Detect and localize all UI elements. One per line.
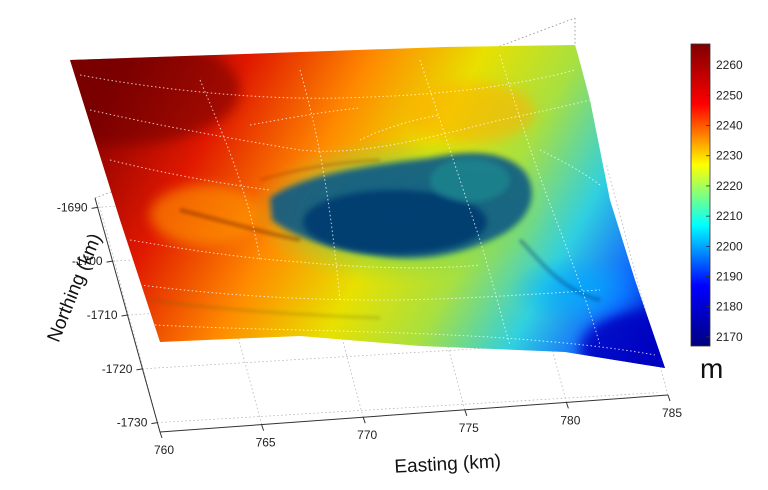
colorbar-tick-label: 2190 — [716, 270, 743, 284]
contour-line — [139, 284, 601, 301]
x-tick-mark — [565, 402, 569, 409]
x-tick-label: 770 — [357, 428, 377, 442]
colorbar-unit-label: m — [700, 353, 723, 384]
x-tick-label: 780 — [560, 413, 580, 427]
y-gridline — [157, 392, 658, 423]
axes: 760 765 770 775 780 785 -1690 -1700 -1710 -1720 -1… — [57, 197, 682, 457]
x-tick-label: 760 — [154, 443, 174, 457]
x-tick-mark — [362, 417, 366, 424]
colorbar-tick-label: 2240 — [716, 119, 743, 133]
contour-line — [109, 149, 601, 191]
x-tick-mark — [667, 394, 671, 402]
y-tick-mark — [106, 260, 113, 263]
y-tick-label: -1690 — [57, 200, 88, 214]
contour-line — [154, 324, 656, 356]
terrain-surface — [70, 45, 665, 368]
colorbar-tick-label: 2260 — [716, 58, 743, 72]
colorbar-tick-label: 2210 — [716, 209, 743, 223]
y-tick-label: -1710 — [87, 308, 118, 322]
contour-line — [199, 69, 341, 301]
colorbar-gradient — [690, 43, 711, 347]
y-axis-label: Northing (km) — [44, 231, 107, 346]
x-tick-label: 775 — [459, 421, 479, 435]
x-axis-label: Easting (km) — [394, 451, 502, 478]
y-tick-mark — [121, 314, 128, 317]
colorbar: 2260 2250 2240 2230 2220 2210 2200 2190 2180 2170 — [690, 43, 743, 347]
y-tick-mark — [91, 206, 98, 209]
contour-line — [499, 54, 601, 346]
y-tick-label: -1700 — [72, 254, 103, 268]
colorbar-tick-label: 2170 — [716, 330, 743, 344]
x-tick-mark — [464, 409, 468, 416]
colorbar-tick-label: 2180 — [716, 300, 743, 314]
colorbar-tick-label: 2230 — [716, 149, 743, 163]
y-tick-mark — [136, 368, 143, 371]
contour-line — [249, 107, 441, 141]
x-axis-line — [159, 394, 669, 433]
x-tick-label: 765 — [256, 436, 276, 450]
y-tick-mark — [151, 422, 158, 425]
y-tick-label: -1720 — [102, 362, 133, 376]
contour-line — [79, 69, 576, 99]
x-tick-label: 785 — [662, 406, 682, 420]
colorbar-tick-label: 2220 — [716, 179, 743, 193]
y-tick-label: -1730 — [117, 416, 148, 430]
x-tick-mark — [261, 424, 265, 431]
contour-line — [129, 239, 481, 269]
x-tick-mark — [159, 431, 163, 439]
colorbar-tick-label: 2250 — [716, 88, 743, 102]
colorbar-tick-label: 2200 — [716, 239, 743, 253]
